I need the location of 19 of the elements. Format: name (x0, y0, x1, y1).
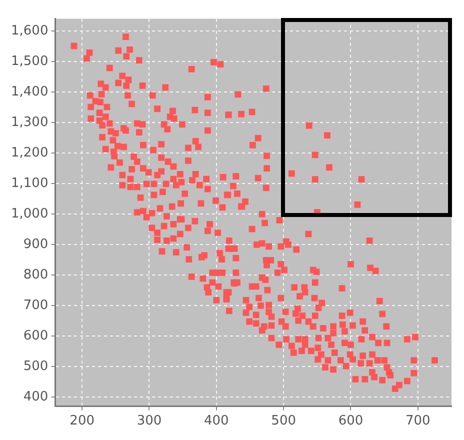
y-tick-label: 1,600 (11, 23, 48, 38)
y-tick-label: 1,200 (11, 145, 48, 160)
y-tick-label: 400 (23, 390, 48, 405)
x-tick-label: 400 (204, 414, 229, 429)
y-tick-label: 1,100 (11, 176, 48, 191)
y-tick-label: 500 (23, 359, 48, 374)
y-tick-label: 800 (23, 268, 48, 283)
y-tick-label: 900 (23, 237, 48, 252)
y-tick-label: 1,400 (11, 84, 48, 100)
y-tick-label: 600 (23, 328, 48, 344)
x-tick-label: 300 (136, 414, 162, 429)
y-tick-label: 700 (23, 298, 48, 314)
x-tick-label: 600 (338, 414, 364, 429)
y-tick-label: 1,300 (11, 114, 48, 130)
x-tick-label: 700 (406, 414, 430, 429)
y-tick-label: 1,500 (11, 54, 48, 69)
x-tick-label: 500 (271, 414, 296, 429)
x-tick-label: 200 (70, 414, 94, 429)
y-tick-label: 1,000 (11, 206, 48, 222)
